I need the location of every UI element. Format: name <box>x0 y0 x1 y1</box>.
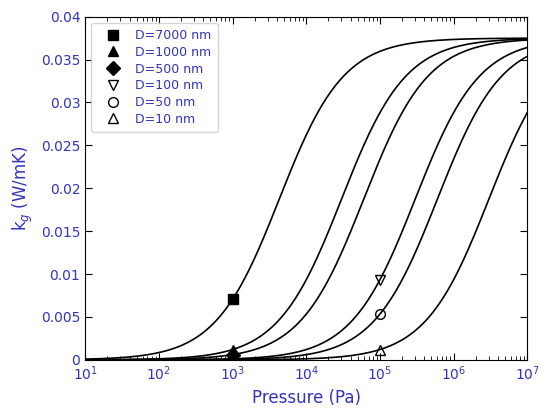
X-axis label: Pressure (Pa): Pressure (Pa) <box>252 389 361 407</box>
Legend: D=7000 nm, D=1000 nm, D=500 nm, D=100 nm, D=50 nm, D=10 nm: D=7000 nm, D=1000 nm, D=500 nm, D=100 nm… <box>91 23 218 132</box>
Y-axis label: k$_g$ (W/mK): k$_g$ (W/mK) <box>11 145 35 231</box>
